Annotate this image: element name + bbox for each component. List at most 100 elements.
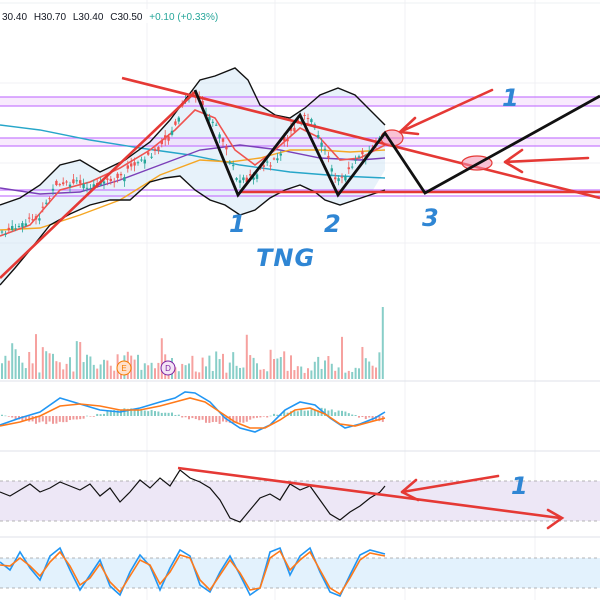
arrow-rsi-down[interactable] — [546, 508, 565, 530]
earnings-marker[interactable]: E — [116, 360, 132, 376]
macd-histogram-bar — [242, 416, 245, 423]
uptrend-line-left[interactable] — [0, 91, 196, 279]
volume-bar — [242, 367, 245, 379]
wave-path-black[interactable] — [193, 89, 600, 198]
candle-body — [160, 140, 163, 145]
volume-bar — [347, 370, 350, 379]
arrow-rsi-breakout[interactable] — [400, 474, 500, 502]
volume-bar — [48, 353, 51, 379]
volume-bars[interactable] — [1, 307, 384, 379]
candle-body — [228, 161, 231, 163]
candle-body — [79, 180, 82, 184]
volume-bar — [28, 351, 31, 379]
macd-histogram-bar — [327, 410, 330, 416]
volume-bar — [245, 334, 248, 379]
macd-histogram-bar — [14, 416, 17, 420]
candle-body — [75, 180, 78, 182]
macd-histogram-bar — [283, 411, 286, 416]
candle-body — [235, 178, 238, 180]
volume-bar — [276, 358, 279, 379]
volume-bar — [211, 370, 214, 379]
candle-body — [106, 178, 109, 180]
volume-bar — [378, 352, 381, 379]
volume-bar — [89, 356, 92, 379]
volume-bar — [222, 353, 224, 379]
candle-body — [68, 184, 72, 187]
volume-bar — [86, 354, 88, 379]
volume-bar — [65, 363, 68, 379]
candle-body — [283, 137, 286, 141]
macd-histogram-bar — [58, 416, 61, 422]
macd-histogram-bar — [354, 415, 357, 416]
macd-histogram-bar — [344, 411, 347, 416]
volume-bar — [307, 368, 309, 379]
macd-histogram-bar — [65, 416, 68, 423]
downtrend-line-top[interactable] — [121, 76, 600, 200]
volume-bar — [205, 366, 207, 379]
arrow-to-zone-right[interactable] — [503, 148, 590, 174]
candle-body — [28, 217, 31, 219]
macd-histogram-bar — [313, 409, 316, 416]
candle-body — [323, 148, 327, 150]
macd-histogram-bar — [69, 416, 71, 421]
volume-bar — [361, 346, 364, 379]
volume-bar — [364, 358, 367, 379]
macd-histogram-bar — [334, 412, 337, 416]
arrow-to-breakout-top[interactable] — [398, 88, 494, 136]
ohlc-close: C30.50 — [110, 12, 143, 23]
candle-body — [218, 134, 221, 139]
dividend-marker[interactable]: D — [160, 360, 176, 376]
macd-histogram-bar — [157, 411, 160, 416]
volume-bar — [218, 359, 221, 379]
macd-histogram-bar — [52, 416, 54, 424]
purple-zones — [0, 96, 600, 197]
candle-body — [351, 166, 354, 168]
macd-histogram-bar — [249, 416, 252, 420]
candle-body — [211, 121, 214, 123]
macd-histogram-bar — [103, 413, 105, 416]
macd-histogram-bar — [269, 415, 272, 417]
volume-bar — [133, 359, 136, 379]
candle-body — [310, 119, 313, 123]
ohlc-legend: 30.40 H30.70 L30.40 C30.50 +0.10 (+0.33%… — [0, 9, 232, 23]
volume-bar — [232, 352, 235, 379]
candle-body — [327, 155, 330, 158]
volume-bar — [31, 363, 34, 379]
volume-bar — [334, 370, 337, 379]
candle-body — [306, 118, 310, 120]
volume-bar — [358, 368, 360, 379]
candle-body — [140, 159, 143, 161]
volume-bar — [228, 362, 231, 379]
candle-body — [272, 158, 276, 160]
macd-histogram-bar — [62, 416, 65, 423]
volume-bar — [317, 356, 320, 379]
volume-bar — [279, 357, 282, 379]
candle-body — [215, 124, 218, 126]
macd-histogram-bar — [188, 416, 190, 420]
volume-bar — [290, 355, 292, 379]
candle-body — [276, 158, 279, 161]
macd-histogram-bar — [252, 416, 255, 419]
rsi-trendline[interactable] — [177, 466, 561, 520]
volume-bar — [256, 363, 258, 379]
candle-body — [337, 178, 340, 182]
macd-histogram-bar — [7, 416, 10, 417]
candle-body — [4, 233, 7, 235]
macd-histogram-bar — [208, 416, 211, 423]
volume-bar — [154, 368, 156, 379]
wave-label-3: 3 — [422, 204, 439, 232]
macd-histogram-bar — [341, 410, 343, 416]
rsi-band — [0, 481, 600, 521]
volume-bar — [327, 356, 330, 379]
macd-histogram-bar — [140, 410, 143, 416]
macd-histogram-bar — [41, 416, 44, 422]
volume-bar — [21, 362, 24, 379]
macd-histogram-bar — [55, 416, 58, 424]
volume-bar — [266, 371, 269, 379]
macd-histogram-bar — [181, 416, 184, 418]
volume-bar — [106, 360, 109, 379]
macd-histogram-bar — [266, 416, 269, 418]
volume-bar — [157, 362, 160, 379]
ohlc-high: H30.70 — [34, 12, 67, 23]
